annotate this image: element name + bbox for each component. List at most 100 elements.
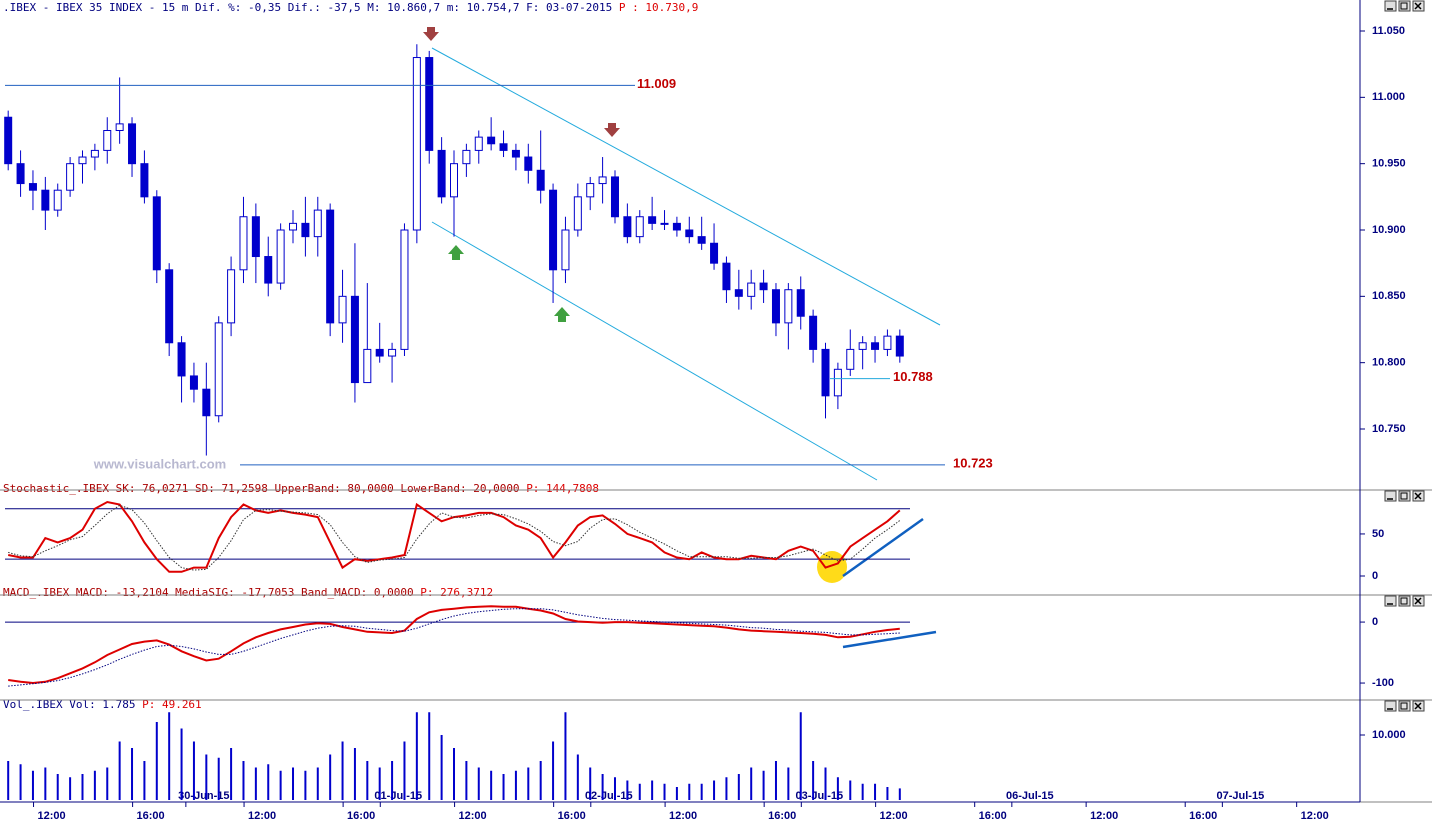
volume-bar <box>353 747 356 800</box>
volume-bar <box>292 767 295 800</box>
level-label: 11.009 <box>637 76 676 91</box>
volume-bar <box>514 770 517 800</box>
y-tick-label: 11.000 <box>1372 91 1405 103</box>
window-button-icon <box>1414 702 1422 710</box>
volume-bar <box>601 773 604 800</box>
candle-body <box>375 348 384 357</box>
candle-body <box>573 196 582 231</box>
volume-bar <box>143 760 146 800</box>
volume-bar <box>428 712 431 800</box>
volume-bar <box>267 764 270 800</box>
volume-bar <box>217 757 220 800</box>
volume-bar <box>774 760 777 800</box>
volume-bar <box>589 767 592 800</box>
candle-body <box>313 209 322 238</box>
candle-body <box>41 189 50 211</box>
divergence-line <box>842 630 937 649</box>
volume-bar <box>415 712 418 800</box>
volume-bar <box>886 786 889 800</box>
volume-bar <box>205 754 208 800</box>
candle-body <box>140 163 149 198</box>
candle-body <box>412 57 421 231</box>
candle-body <box>128 123 137 165</box>
candle-body <box>264 256 273 284</box>
x-tick-label: 30-Jun-15 <box>178 790 229 802</box>
channel-lower <box>431 221 878 481</box>
candle-body <box>784 289 793 324</box>
candle-body <box>28 183 37 191</box>
candle-body <box>53 189 62 211</box>
window-button <box>1398 0 1411 12</box>
volume-bar <box>44 767 47 800</box>
volume-bar <box>465 760 468 800</box>
volume-bar <box>440 734 443 800</box>
candle-body <box>301 222 310 238</box>
candle-body <box>710 242 719 264</box>
window-button <box>1398 700 1411 712</box>
y-tick-label: 10.800 <box>1372 357 1406 369</box>
candle-body <box>524 156 533 171</box>
candle-body <box>227 269 236 324</box>
series-line <box>8 605 900 685</box>
volume-bar <box>242 760 245 800</box>
volume-bar <box>106 767 109 800</box>
candle-body <box>437 149 446 198</box>
x-tick-label: 16:00 <box>768 810 796 822</box>
window-button-icon <box>1400 597 1408 605</box>
x-tick-label: 12:00 <box>880 810 908 822</box>
divergence-line <box>842 517 924 578</box>
volume-bar <box>304 770 307 800</box>
x-tick-label: 16:00 <box>137 810 165 822</box>
candle-body <box>685 229 694 238</box>
volume-bar <box>341 741 344 800</box>
candle-body <box>561 229 570 271</box>
candle-body <box>809 315 818 350</box>
candle-body <box>796 289 805 317</box>
y-tick-label: 10.000 <box>1372 729 1406 741</box>
candle-body <box>759 282 768 291</box>
x-tick-label: 16:00 <box>1189 810 1217 822</box>
volume-bar <box>750 767 753 800</box>
volume-bar <box>861 783 864 800</box>
stochastic-header: Stochastic_.IBEX SK: 76,0271 SD: 71,2598… <box>3 482 599 495</box>
window-button <box>1384 0 1397 12</box>
volume-bar <box>874 783 877 800</box>
candle-body <box>846 348 855 370</box>
stochastic-header-last: P: 144,7808 <box>526 482 599 495</box>
volume-bar <box>539 760 542 800</box>
volume-bar <box>279 770 282 800</box>
volume-bar <box>316 767 319 800</box>
candle-body <box>536 169 545 191</box>
candle-body <box>648 216 657 224</box>
y-tick-label: 0 <box>1372 616 1378 628</box>
volume-bar <box>93 770 96 800</box>
candle-body <box>103 130 112 151</box>
volume-bar <box>836 777 839 800</box>
candle-body <box>487 136 496 145</box>
volume-bar <box>403 741 406 800</box>
x-tick-label: 16:00 <box>979 810 1007 822</box>
candle-body <box>499 143 508 151</box>
volume-bar <box>651 780 654 800</box>
candle-body <box>474 136 483 151</box>
volume-bar <box>552 741 555 800</box>
volume-bar <box>799 712 802 800</box>
candle-body <box>672 222 681 231</box>
volume-bar <box>192 741 195 800</box>
candle-body <box>350 295 359 384</box>
series-line <box>8 608 900 687</box>
volume-bar <box>613 777 616 800</box>
volume-bar <box>663 783 666 800</box>
candle-body <box>635 216 644 238</box>
candle-body <box>363 348 372 384</box>
macd-header-text: MACD_.IBEX MACD: -13,2104 MediaSIG: -17,… <box>3 586 414 599</box>
candle-body <box>623 216 632 238</box>
x-tick-label: 02-Jul-15 <box>585 790 633 802</box>
candle-body <box>747 282 756 297</box>
level-label: 10.723 <box>953 455 993 470</box>
volume-bar <box>329 754 332 800</box>
x-tick-label: 12:00 <box>37 810 65 822</box>
volume-bar <box>849 780 852 800</box>
candle-body <box>511 149 520 158</box>
